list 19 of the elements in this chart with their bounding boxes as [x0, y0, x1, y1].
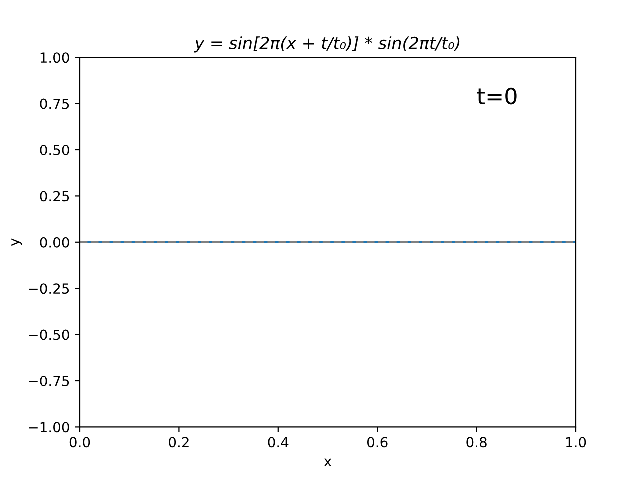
y-tick-label: 1.00	[40, 52, 70, 64]
chart-title: y = sin[2π(x + t/t₀)] * sin(2πt/t₀)	[194, 36, 460, 53]
y-tick-label: −1.00	[29, 422, 70, 433]
x-tick-label: 0.4	[268, 437, 289, 448]
y-tick-label: 0.50	[40, 144, 70, 156]
y-tick-label: 0.00	[40, 237, 70, 248]
y-tick-label: 0.75	[40, 98, 70, 110]
x-tick-label: 0.8	[466, 437, 487, 448]
annotation: t=0	[477, 88, 517, 105]
y-tick-label: −0.75	[29, 376, 70, 386]
x-tick-label: 0.6	[367, 437, 388, 448]
x-tick-label: 1.0	[566, 437, 586, 448]
x-tick-label: 0.0	[70, 437, 90, 448]
y-axis-title: y	[12, 238, 22, 246]
y-tick-label: −0.25	[29, 284, 70, 294]
x-axis-title: x	[324, 458, 332, 466]
y-tick-label: −0.50	[29, 330, 70, 340]
y-tick-label: 0.25	[40, 191, 70, 202]
x-tick-label: 0.2	[169, 437, 189, 448]
